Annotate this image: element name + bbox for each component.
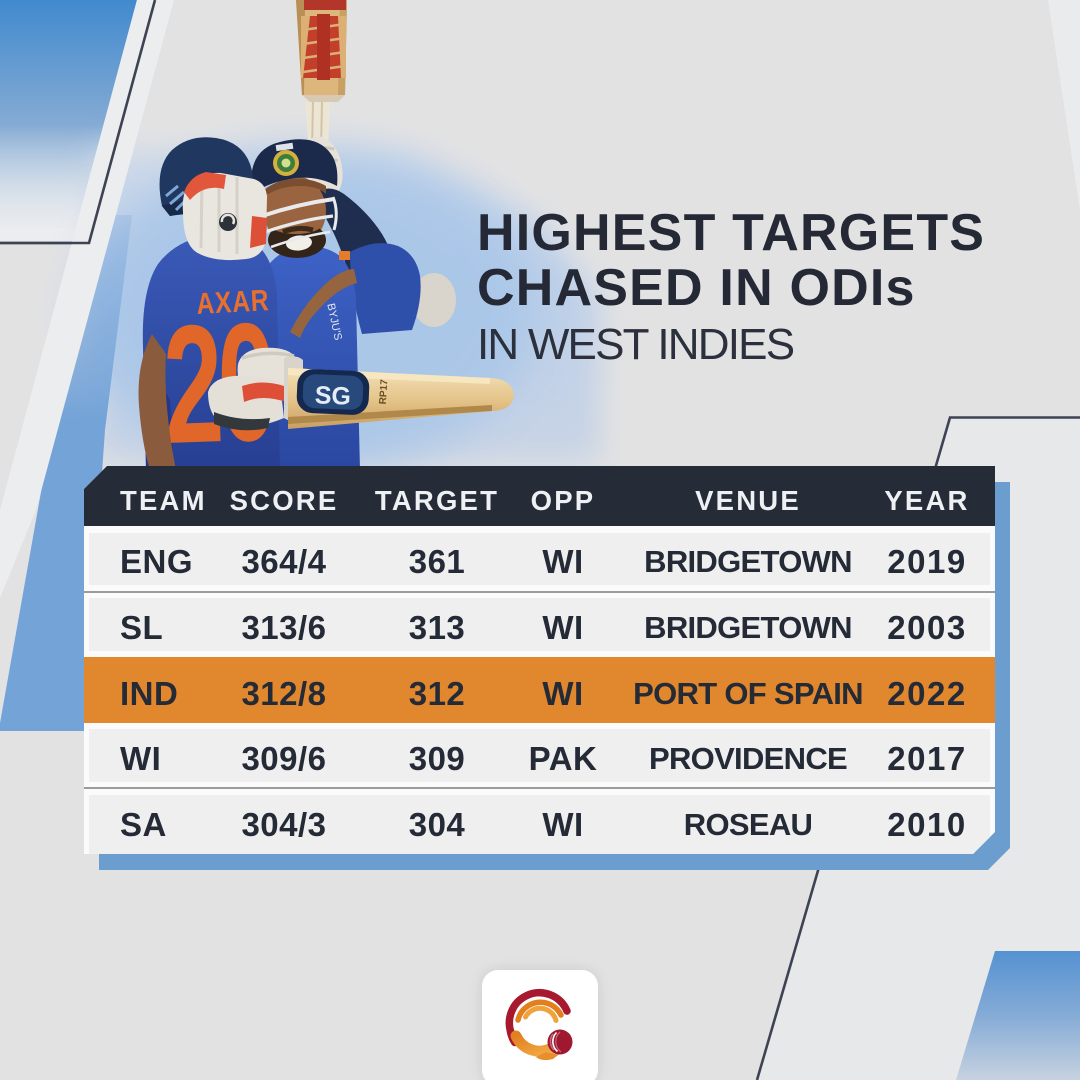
- svg-text:AXAR: AXAR: [196, 283, 271, 321]
- svg-text:RP17: RP17: [378, 379, 391, 405]
- svg-text:SG: SG: [314, 381, 351, 411]
